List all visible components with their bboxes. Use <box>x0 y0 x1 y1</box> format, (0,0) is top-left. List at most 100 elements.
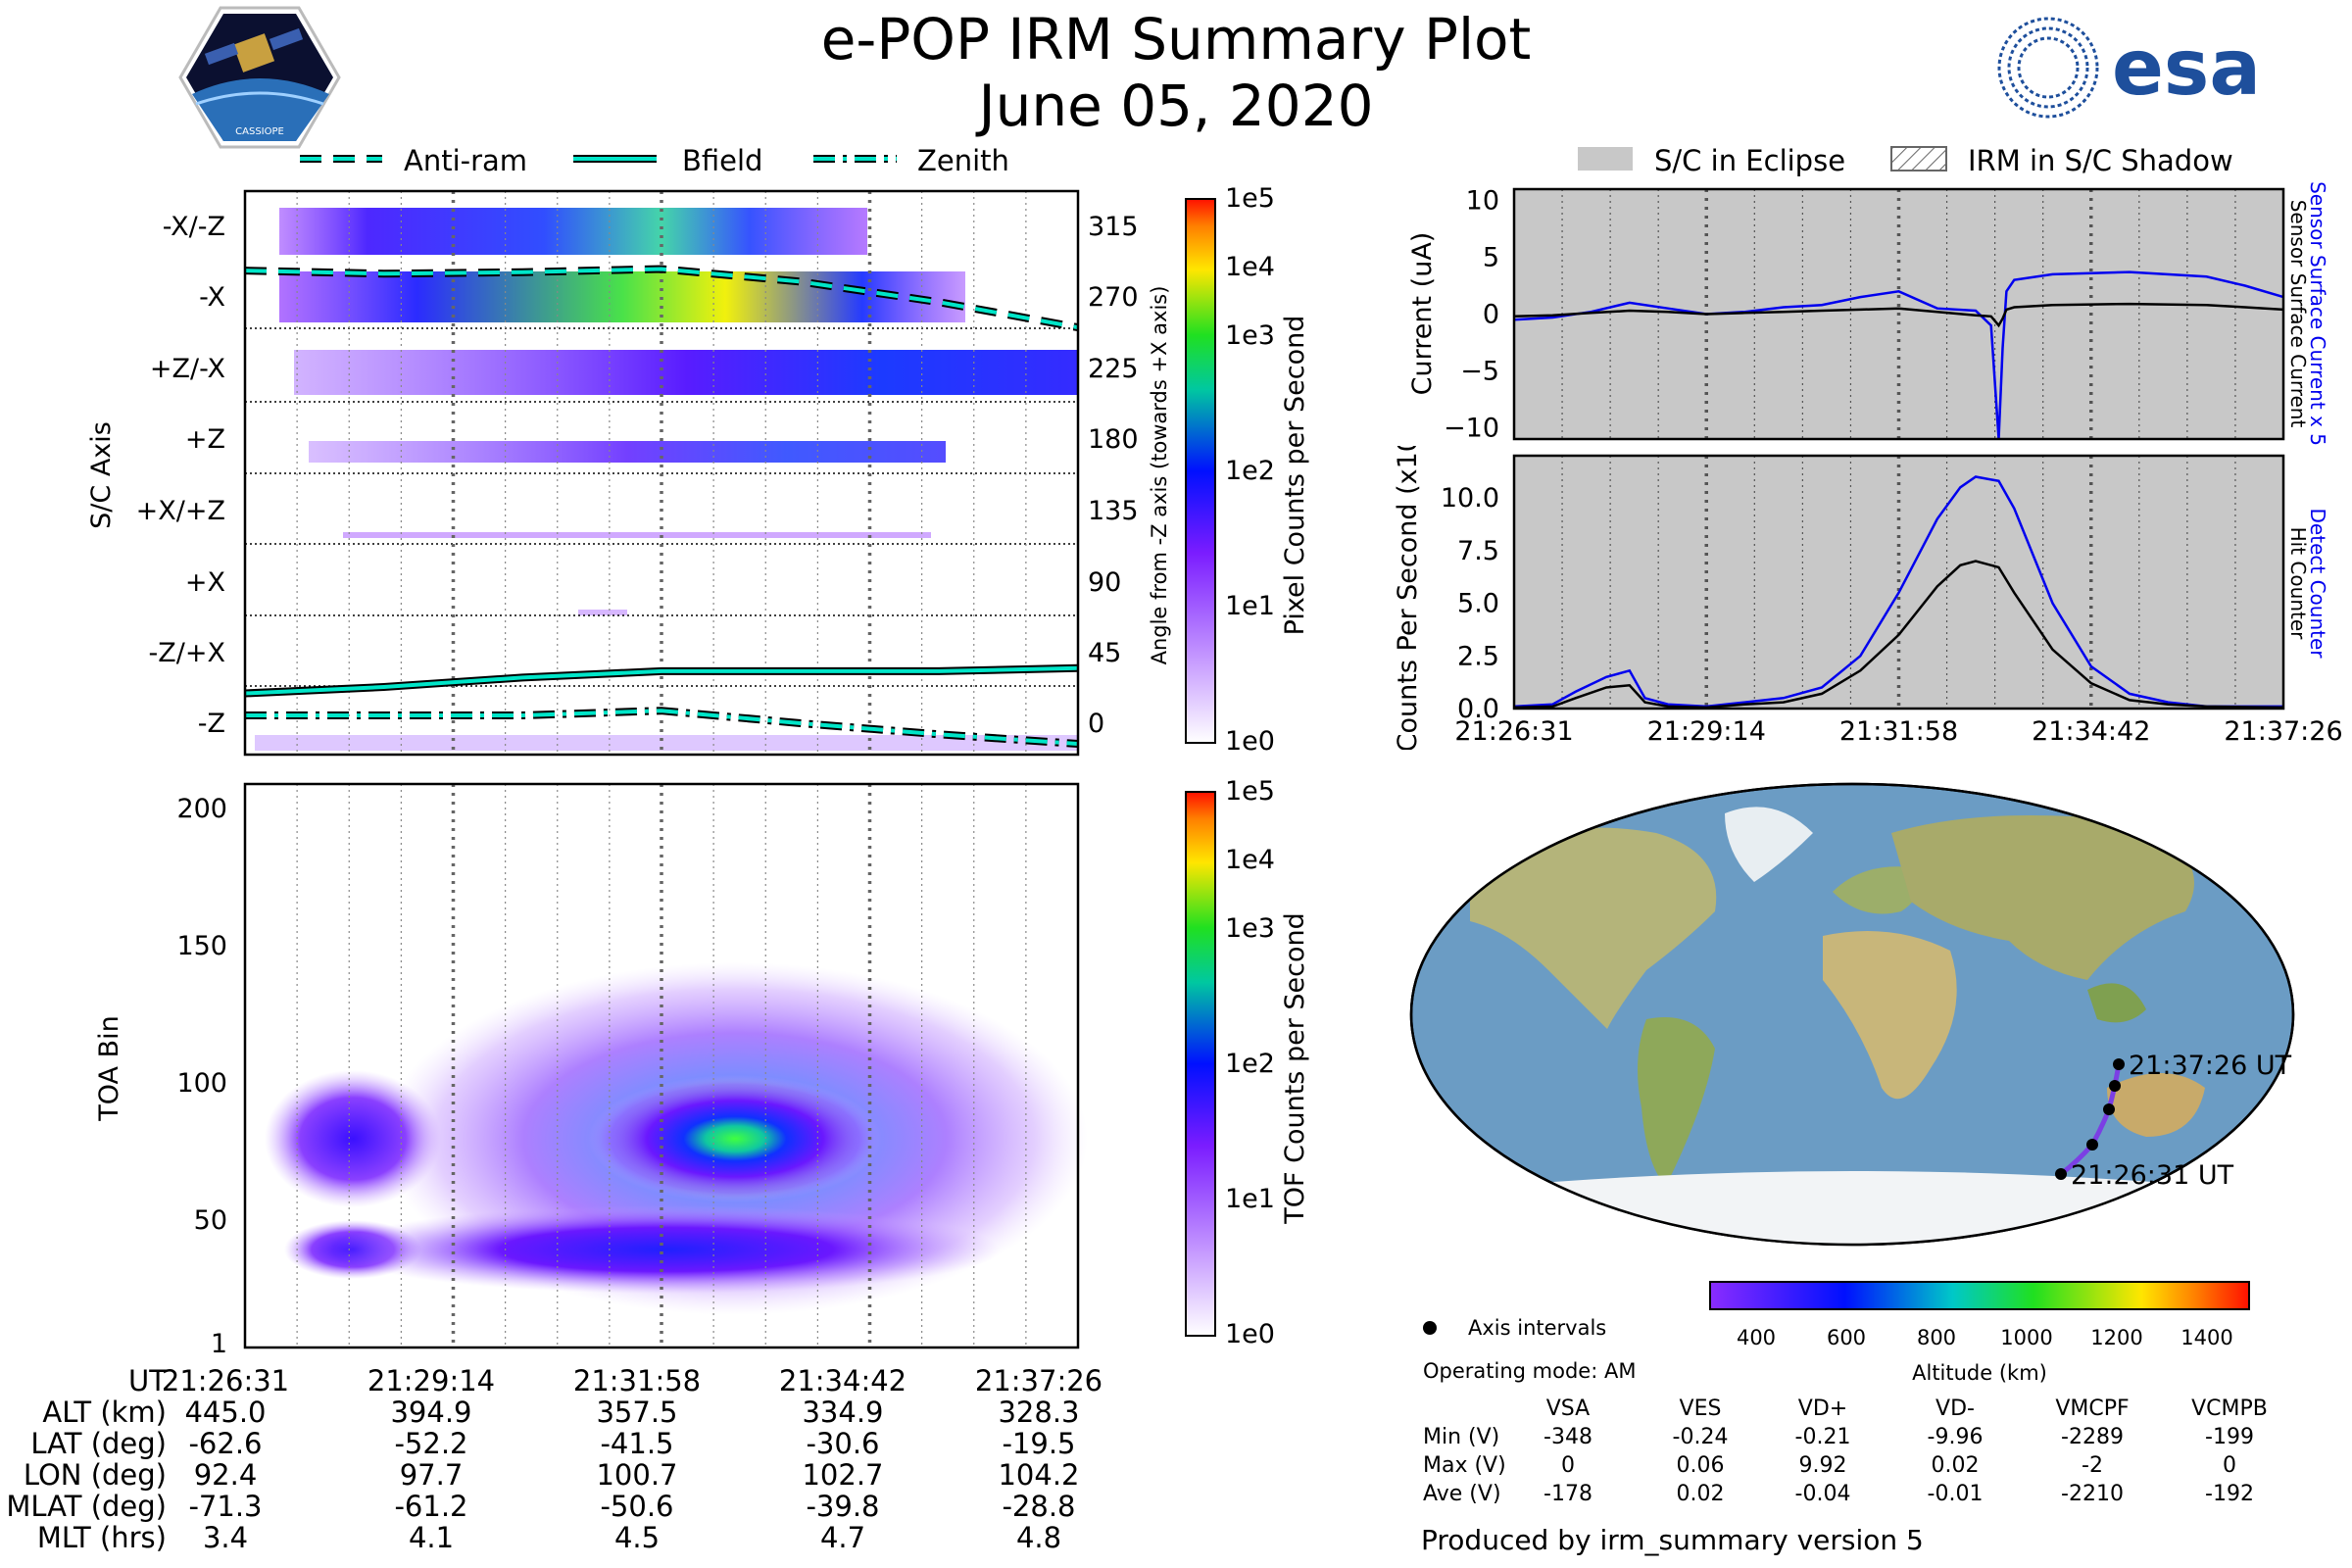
track-point-0 <box>2055 1168 2067 1180</box>
band-z <box>309 441 946 463</box>
angle-tick-6: 45 <box>1088 638 1121 668</box>
angle-tick-3: 180 <box>1088 424 1139 455</box>
volt-cell: 0 <box>1561 1453 1575 1478</box>
pixel-heatmap-bands <box>255 208 1078 751</box>
orbit-row-label: LAT (deg) <box>30 1427 167 1460</box>
volt-cell: -199 <box>2205 1425 2254 1449</box>
counts-right-label-black: Hit Counter <box>2286 527 2310 640</box>
orbit-cell: -50.6 <box>600 1490 674 1523</box>
volt-cell: -0.04 <box>1794 1482 1851 1506</box>
alt-tick-5: 1400 <box>2180 1326 2232 1349</box>
cassiope-logo: CASSIOPE <box>178 6 341 149</box>
tof-cbar-label: TOF Counts per Second <box>1280 912 1310 1225</box>
page-title: e-POP IRM Summary Plot <box>820 6 1532 73</box>
angle-tick-4: 135 <box>1088 496 1139 526</box>
orbit-cell: 21:31:58 <box>572 1364 702 1397</box>
axis-cat-7: -Z <box>198 709 225 739</box>
ground-track-map: 21:37:26 UT 21:26:31 UT <box>1409 782 2295 1247</box>
angle-tick-2: 225 <box>1088 354 1139 384</box>
volt-cell: 0.02 <box>1931 1453 1980 1478</box>
volt-cell: -9.96 <box>1927 1425 1984 1449</box>
alt-tick-1: 600 <box>1827 1326 1866 1349</box>
orbit-row-label: UT <box>128 1364 167 1397</box>
angle-tick-7: 0 <box>1088 709 1104 739</box>
orbit-cell: 394.9 <box>390 1396 472 1429</box>
orbit-cell: 334.9 <box>802 1396 884 1429</box>
toa-tick-0: 200 <box>176 794 227 824</box>
volt-cell: 0.06 <box>1676 1453 1725 1478</box>
legend-bfield: Bfield <box>682 144 762 177</box>
line-blue <box>1513 475 2283 709</box>
toa-tick-1: 150 <box>176 931 227 961</box>
angle-tick-0: 315 <box>1088 212 1139 242</box>
volt-header: VES <box>1679 1396 1722 1421</box>
pixel-cbar-tick-0: 1e5 <box>1225 183 1275 214</box>
orbit-cell: -62.6 <box>188 1427 263 1460</box>
legend-zenith: Zenith <box>917 144 1009 177</box>
footer: Produced by irm_summary version 5 <box>1421 1524 1924 1556</box>
line-black <box>1513 560 2284 710</box>
orbit-cell: 100.7 <box>596 1458 678 1492</box>
volt-cell: -2 <box>2082 1453 2103 1478</box>
orbit-table: UT 21:26:31 21:29:14 21:31:58 21:34:42 21:37:… <box>0 1364 1176 1560</box>
axis-cat-1: -X <box>199 282 225 313</box>
counts-right-label-blue: Detect Counter <box>2306 509 2329 660</box>
time-tick: 21:26:31 <box>1454 716 1573 747</box>
volt-header: VD+ <box>1797 1396 1848 1421</box>
track-point-2 <box>2103 1103 2115 1115</box>
axis-cat-2: +Z/-X <box>150 354 225 384</box>
current-right-label-blue: Sensor Surface Current x 5 <box>2306 181 2329 446</box>
band-x <box>279 271 965 322</box>
tof-cbar-tick-1: 1e4 <box>1225 845 1275 875</box>
orbit-cell: 3.4 <box>202 1521 249 1554</box>
axis-interval-legend: Axis intervals <box>1468 1316 1606 1340</box>
axis-cat-3: +Z <box>185 424 225 455</box>
volt-row-label: Ave (V) <box>1423 1482 1501 1506</box>
tof-cbar-tick-5: 1e0 <box>1225 1319 1275 1349</box>
volt-cell: -0.01 <box>1927 1482 1984 1506</box>
counts-ytick: 0.0 <box>1457 694 1499 724</box>
track-start-label: 21:26:31 UT <box>2071 1160 2234 1191</box>
tof-counts-chart: 200 150 100 50 1 TOA Bin 1e5 1e4 1e3 1e2… <box>94 776 1310 1359</box>
band-xz <box>343 532 931 538</box>
orbit-cell: 92.4 <box>193 1458 258 1492</box>
volt-cell: -0.21 <box>1794 1425 1851 1449</box>
orbit-cell: 357.5 <box>596 1396 678 1429</box>
alt-tick-0: 400 <box>1737 1326 1776 1349</box>
track-point-3 <box>2109 1080 2121 1092</box>
orbit-cell: 21:29:14 <box>367 1364 496 1397</box>
pixel-counts-chart: -X/-Z -X +Z/-X +Z +X/+Z +X -Z/+X -Z S/C … <box>86 183 1310 757</box>
current-ytick: −10 <box>1444 413 1499 443</box>
orbit-cell: 104.2 <box>998 1458 1080 1492</box>
trace-zenith <box>245 709 1079 746</box>
alt-tick-3: 1000 <box>2000 1326 2052 1349</box>
current-right-label-black: Sensor Surface Current <box>2286 200 2310 428</box>
time-tick: 21:37:26 <box>2224 716 2342 747</box>
volt-cell: 0 <box>2223 1453 2236 1478</box>
tof-cbar-tick-3: 1e2 <box>1225 1049 1275 1079</box>
volt-header: VD- <box>1936 1396 1975 1421</box>
orbit-cell: 4.1 <box>408 1521 455 1554</box>
volt-cell: 0.02 <box>1676 1482 1725 1506</box>
volt-header: VCMPB <box>2191 1396 2268 1421</box>
shadow-legend: S/C in Eclipse IRM in S/C Shadow <box>1578 144 2233 177</box>
orbit-cell: -19.5 <box>1002 1427 1076 1460</box>
counts-chart: 10.0 7.5 5.0 2.5 0.0 Counts Per Second (x10³… <box>1393 446 2342 750</box>
pixel-ylabel: S/C Axis <box>86 421 117 529</box>
pixel-cbar-tick-3: 1e2 <box>1225 456 1275 486</box>
band-zx <box>294 350 1078 395</box>
tof-cbar-tick-2: 1e3 <box>1225 913 1275 944</box>
track-point-1 <box>2086 1139 2098 1151</box>
voltage-table: VSA VES VD+ VD- VMCPF VCMPB Min (V) -348 -0.24 -0… <box>1411 1396 2293 1524</box>
pixel-colorbar <box>1185 198 1216 744</box>
axis-cat-0: -X/-Z <box>163 212 225 242</box>
track-point-4 <box>2113 1058 2125 1070</box>
orbit-cell: -52.2 <box>394 1427 468 1460</box>
orbit-cell: 21:37:26 <box>974 1364 1103 1397</box>
toa-tick-3: 50 <box>194 1205 227 1236</box>
tof-colorbar <box>1185 791 1216 1337</box>
orbit-row-label: MLT (hrs) <box>36 1521 167 1554</box>
current-ytick: 5 <box>1483 243 1499 273</box>
axis-cat-4: +X/+Z <box>136 496 225 526</box>
angle-ylabel: Angle from -Z axis (towards +X axis) <box>1148 286 1171 665</box>
